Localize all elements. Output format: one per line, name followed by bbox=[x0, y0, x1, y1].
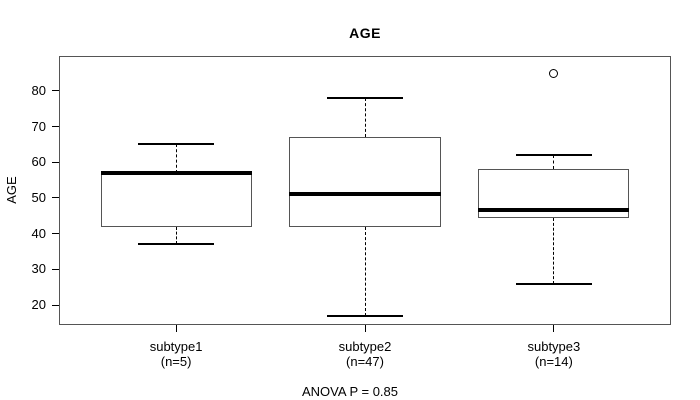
whisker-cap-bottom bbox=[327, 314, 403, 317]
boxplot-box bbox=[289, 137, 441, 227]
outlier-point bbox=[549, 68, 559, 78]
y-tick-mark bbox=[52, 126, 59, 128]
category-n-label: (n=5) bbox=[160, 354, 192, 369]
y-tick-mark bbox=[52, 161, 59, 163]
y-tick-label: 30 bbox=[31, 261, 46, 277]
category-n-label: (n=47) bbox=[346, 354, 384, 369]
whisker-upper bbox=[175, 144, 177, 173]
median-line bbox=[289, 192, 441, 197]
x-tick-mark bbox=[175, 325, 177, 332]
y-tick-mark bbox=[52, 233, 59, 235]
whisker-lower bbox=[175, 226, 177, 245]
whisker-cap-top bbox=[516, 154, 592, 157]
anova-annotation: ANOVA P = 0.85 bbox=[302, 384, 398, 399]
y-tick-label: 40 bbox=[31, 225, 46, 241]
category-label: subtype2 bbox=[338, 339, 392, 354]
whisker-cap-bottom bbox=[138, 243, 214, 246]
y-tick-mark bbox=[52, 268, 59, 270]
whisker-upper bbox=[553, 155, 555, 170]
y-tick-label: 80 bbox=[31, 82, 46, 98]
y-tick-mark bbox=[52, 90, 59, 92]
category-label: subtype3 bbox=[527, 339, 581, 354]
y-tick-label: 20 bbox=[31, 297, 46, 313]
whisker-lower bbox=[553, 217, 555, 284]
category-n-label: (n=14) bbox=[534, 354, 573, 369]
y-tick-label: 50 bbox=[31, 189, 46, 205]
x-tick-mark bbox=[553, 325, 555, 332]
whisker-cap-top bbox=[327, 97, 403, 100]
median-line bbox=[100, 171, 252, 176]
y-tick-label: 70 bbox=[31, 118, 46, 134]
x-tick-mark bbox=[364, 325, 366, 332]
boxplot-box bbox=[100, 173, 252, 227]
chart-title: AGE bbox=[349, 25, 381, 41]
whisker-lower bbox=[364, 226, 366, 316]
y-tick-label: 60 bbox=[31, 154, 46, 170]
whisker-upper bbox=[364, 98, 366, 138]
y-tick-mark bbox=[52, 197, 59, 199]
whisker-cap-top bbox=[138, 143, 214, 146]
y-tick-mark bbox=[52, 304, 59, 306]
median-line bbox=[478, 208, 630, 213]
whisker-cap-bottom bbox=[516, 282, 592, 285]
category-label: subtype1 bbox=[149, 339, 203, 354]
